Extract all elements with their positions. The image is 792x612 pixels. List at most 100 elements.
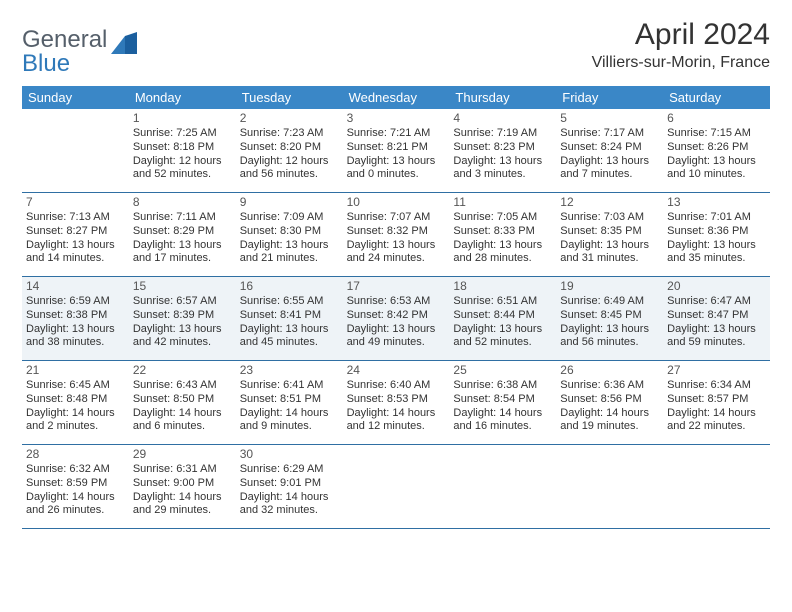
calendar-cell: 6Sunrise: 7:15 AMSunset: 8:26 PMDaylight… <box>663 109 770 193</box>
sunrise-text: Sunrise: 6:57 AM <box>133 295 232 309</box>
daylight-text: Daylight: 14 hours and 26 minutes. <box>26 491 125 519</box>
calendar-cell: 27Sunrise: 6:34 AMSunset: 8:57 PMDayligh… <box>663 361 770 445</box>
calendar-cell <box>343 445 450 529</box>
sunrise-text: Sunrise: 6:40 AM <box>347 379 446 393</box>
day-number: 11 <box>453 195 552 210</box>
sunrise-text: Sunrise: 7:05 AM <box>453 211 552 225</box>
sunset-text: Sunset: 9:01 PM <box>240 477 339 491</box>
calendar-cell <box>449 445 556 529</box>
dow-sun: Sunday <box>22 86 129 109</box>
sunrise-text: Sunrise: 7:19 AM <box>453 127 552 141</box>
day-number: 15 <box>133 279 232 294</box>
sunset-text: Sunset: 8:33 PM <box>453 225 552 239</box>
day-number: 12 <box>560 195 659 210</box>
calendar-cell: 16Sunrise: 6:55 AMSunset: 8:41 PMDayligh… <box>236 277 343 361</box>
day-number: 21 <box>26 363 125 378</box>
daylight-text: Daylight: 14 hours and 6 minutes. <box>133 407 232 435</box>
sunrise-text: Sunrise: 6:51 AM <box>453 295 552 309</box>
logo-icon <box>111 32 139 54</box>
sunrise-text: Sunrise: 6:38 AM <box>453 379 552 393</box>
daylight-text: Daylight: 14 hours and 12 minutes. <box>347 407 446 435</box>
day-number: 13 <box>667 195 766 210</box>
daylight-text: Daylight: 13 hours and 17 minutes. <box>133 239 232 267</box>
sunset-text: Sunset: 8:53 PM <box>347 393 446 407</box>
day-number: 16 <box>240 279 339 294</box>
sunset-text: Sunset: 8:36 PM <box>667 225 766 239</box>
sunset-text: Sunset: 8:57 PM <box>667 393 766 407</box>
sunset-text: Sunset: 8:39 PM <box>133 309 232 323</box>
sunrise-text: Sunrise: 7:11 AM <box>133 211 232 225</box>
day-of-week-header: Sunday Monday Tuesday Wednesday Thursday… <box>22 86 770 109</box>
daylight-text: Daylight: 13 hours and 0 minutes. <box>347 155 446 183</box>
sunset-text: Sunset: 8:59 PM <box>26 477 125 491</box>
sunset-text: Sunset: 8:48 PM <box>26 393 125 407</box>
calendar-cell: 22Sunrise: 6:43 AMSunset: 8:50 PMDayligh… <box>129 361 236 445</box>
calendar-cell <box>556 445 663 529</box>
daylight-text: Daylight: 13 hours and 45 minutes. <box>240 323 339 351</box>
day-number: 1 <box>133 111 232 126</box>
sunset-text: Sunset: 8:24 PM <box>560 141 659 155</box>
day-number: 4 <box>453 111 552 126</box>
sunrise-text: Sunrise: 6:47 AM <box>667 295 766 309</box>
calendar-cell: 29Sunrise: 6:31 AMSunset: 9:00 PMDayligh… <box>129 445 236 529</box>
day-number: 25 <box>453 363 552 378</box>
sunrise-text: Sunrise: 6:29 AM <box>240 463 339 477</box>
day-number: 5 <box>560 111 659 126</box>
day-number: 10 <box>347 195 446 210</box>
daylight-text: Daylight: 13 hours and 24 minutes. <box>347 239 446 267</box>
sunrise-text: Sunrise: 6:55 AM <box>240 295 339 309</box>
sunset-text: Sunset: 8:23 PM <box>453 141 552 155</box>
calendar-cell: 11Sunrise: 7:05 AMSunset: 8:33 PMDayligh… <box>449 193 556 277</box>
sunset-text: Sunset: 8:50 PM <box>133 393 232 407</box>
sunset-text: Sunset: 8:35 PM <box>560 225 659 239</box>
daylight-text: Daylight: 13 hours and 10 minutes. <box>667 155 766 183</box>
day-number: 20 <box>667 279 766 294</box>
calendar-cell: 21Sunrise: 6:45 AMSunset: 8:48 PMDayligh… <box>22 361 129 445</box>
sunrise-text: Sunrise: 6:53 AM <box>347 295 446 309</box>
calendar-cell: 8Sunrise: 7:11 AMSunset: 8:29 PMDaylight… <box>129 193 236 277</box>
day-number: 19 <box>560 279 659 294</box>
sunrise-text: Sunrise: 7:15 AM <box>667 127 766 141</box>
calendar-cell: 9Sunrise: 7:09 AMSunset: 8:30 PMDaylight… <box>236 193 343 277</box>
calendar-grid: 1Sunrise: 7:25 AMSunset: 8:18 PMDaylight… <box>22 109 770 529</box>
calendar-cell: 2Sunrise: 7:23 AMSunset: 8:20 PMDaylight… <box>236 109 343 193</box>
calendar-cell: 12Sunrise: 7:03 AMSunset: 8:35 PMDayligh… <box>556 193 663 277</box>
sunset-text: Sunset: 8:30 PM <box>240 225 339 239</box>
dow-sat: Saturday <box>663 86 770 109</box>
sunset-text: Sunset: 8:32 PM <box>347 225 446 239</box>
day-number: 7 <box>26 195 125 210</box>
sunset-text: Sunset: 8:21 PM <box>347 141 446 155</box>
daylight-text: Daylight: 14 hours and 19 minutes. <box>560 407 659 435</box>
calendar-cell: 5Sunrise: 7:17 AMSunset: 8:24 PMDaylight… <box>556 109 663 193</box>
sunrise-text: Sunrise: 7:21 AM <box>347 127 446 141</box>
daylight-text: Daylight: 14 hours and 29 minutes. <box>133 491 232 519</box>
calendar-cell: 25Sunrise: 6:38 AMSunset: 8:54 PMDayligh… <box>449 361 556 445</box>
calendar-cell: 24Sunrise: 6:40 AMSunset: 8:53 PMDayligh… <box>343 361 450 445</box>
sunset-text: Sunset: 8:42 PM <box>347 309 446 323</box>
day-number: 9 <box>240 195 339 210</box>
sunrise-text: Sunrise: 7:09 AM <box>240 211 339 225</box>
day-number: 29 <box>133 447 232 462</box>
daylight-text: Daylight: 12 hours and 52 minutes. <box>133 155 232 183</box>
daylight-text: Daylight: 13 hours and 28 minutes. <box>453 239 552 267</box>
calendar-cell: 15Sunrise: 6:57 AMSunset: 8:39 PMDayligh… <box>129 277 236 361</box>
calendar-cell: 3Sunrise: 7:21 AMSunset: 8:21 PMDaylight… <box>343 109 450 193</box>
sunrise-text: Sunrise: 6:45 AM <box>26 379 125 393</box>
logo-text-blue: Blue <box>22 50 139 78</box>
calendar-cell: 7Sunrise: 7:13 AMSunset: 8:27 PMDaylight… <box>22 193 129 277</box>
calendar-cell: 4Sunrise: 7:19 AMSunset: 8:23 PMDaylight… <box>449 109 556 193</box>
sunrise-text: Sunrise: 6:31 AM <box>133 463 232 477</box>
daylight-text: Daylight: 13 hours and 38 minutes. <box>26 323 125 351</box>
dow-thu: Thursday <box>449 86 556 109</box>
sunrise-text: Sunrise: 6:59 AM <box>26 295 125 309</box>
sunrise-text: Sunrise: 6:36 AM <box>560 379 659 393</box>
calendar-cell: 18Sunrise: 6:51 AMSunset: 8:44 PMDayligh… <box>449 277 556 361</box>
sunrise-text: Sunrise: 6:41 AM <box>240 379 339 393</box>
page-title: April 2024 <box>592 18 770 52</box>
daylight-text: Daylight: 13 hours and 59 minutes. <box>667 323 766 351</box>
sunset-text: Sunset: 8:44 PM <box>453 309 552 323</box>
daylight-text: Daylight: 13 hours and 21 minutes. <box>240 239 339 267</box>
sunset-text: Sunset: 8:41 PM <box>240 309 339 323</box>
sunset-text: Sunset: 8:26 PM <box>667 141 766 155</box>
day-number: 26 <box>560 363 659 378</box>
